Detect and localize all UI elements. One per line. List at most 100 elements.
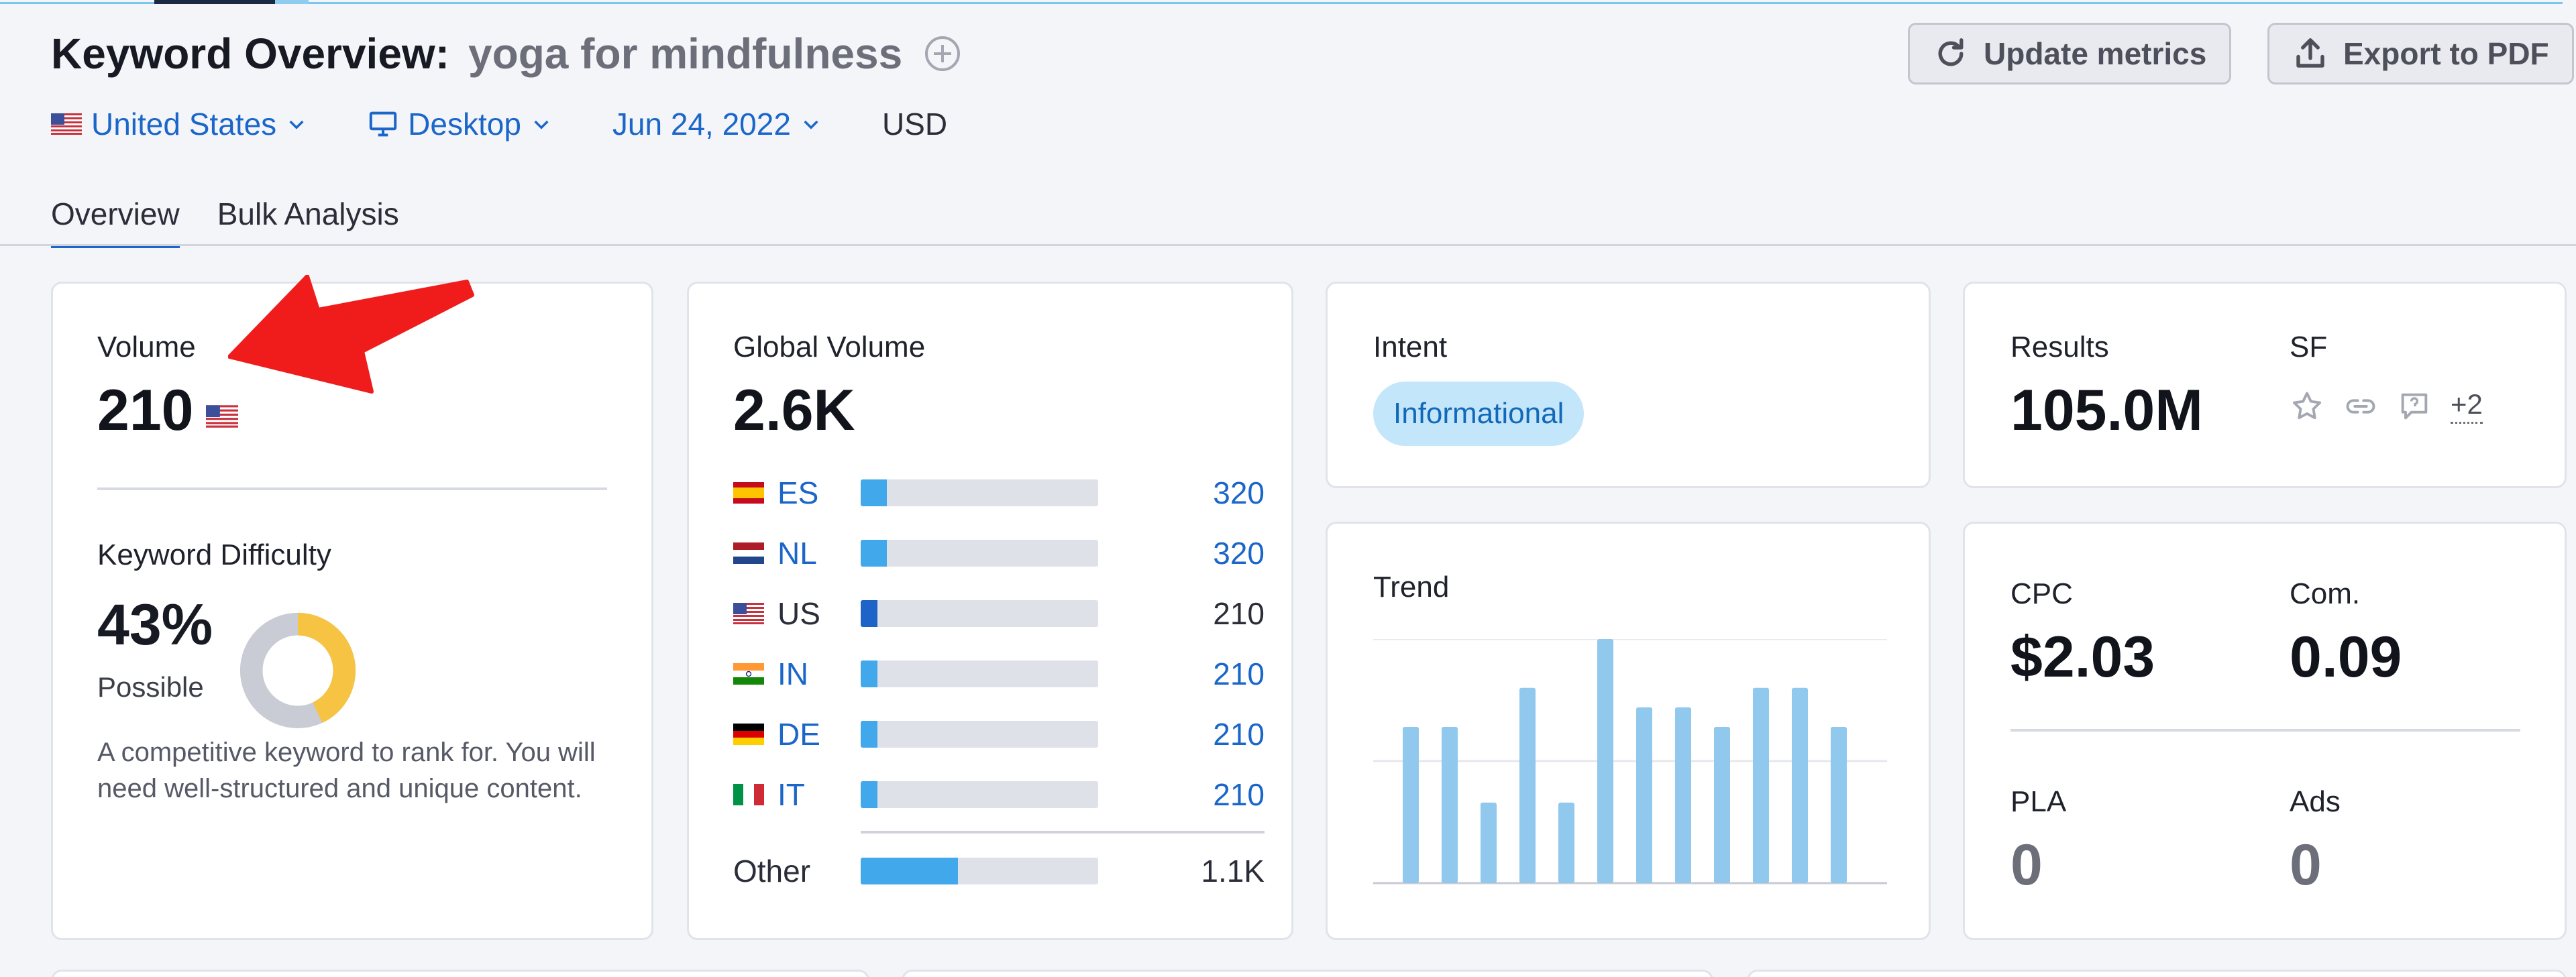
refresh-icon: [1938, 38, 1964, 66]
star-icon[interactable]: [2290, 389, 2324, 424]
card-divider: [97, 487, 607, 490]
cpc-label: CPC: [2010, 577, 2073, 610]
kd-description: A competitive keyword to rank for. You w…: [97, 738, 596, 803]
country-volume: 210: [1213, 596, 1265, 631]
country-code[interactable]: ES: [777, 475, 819, 510]
country-bar-fill: [861, 540, 887, 567]
device-label: Desktop: [408, 107, 521, 141]
country-row-de[interactable]: DE 210: [733, 714, 1265, 754]
in-flag-icon: [733, 663, 764, 685]
add-to-list-icon[interactable]: [925, 36, 961, 71]
country-bar: [861, 479, 1098, 506]
other-label: Other: [733, 854, 811, 888]
country-code: US: [777, 596, 820, 631]
trend-bar[interactable]: [1597, 639, 1613, 883]
country-row-in[interactable]: IN 210: [733, 654, 1265, 694]
currency-label: USD: [882, 106, 947, 142]
trend-card: Trend: [1326, 522, 1931, 940]
country-bar-fill: [861, 781, 877, 808]
cpc-value: $2.03: [2010, 625, 2155, 689]
trend-chart: [1373, 639, 1887, 884]
us-flag-icon: [205, 404, 238, 428]
intent-badge: Informational: [1373, 382, 1585, 446]
global-volume-card: Global Volume 2.6K ES 320 NL 320 US 210 …: [687, 282, 1293, 940]
country-volume[interactable]: 210: [1213, 777, 1265, 812]
cpc-card: CPC $2.03 Com. 0.09 PLA 0 Ads 0: [1963, 522, 2567, 940]
it-flag-icon: [733, 784, 764, 805]
upload-icon: [2296, 38, 2324, 68]
serp-features-more[interactable]: +2: [2451, 388, 2483, 424]
country-code[interactable]: IN: [777, 656, 808, 691]
trend-bar[interactable]: [1519, 687, 1536, 883]
tab-overview[interactable]: Overview: [51, 188, 180, 248]
trend-bar[interactable]: [1558, 802, 1574, 883]
ads-value: 0: [2290, 833, 2322, 897]
export-pdf-button[interactable]: Export to PDF: [2267, 23, 2574, 84]
pla-value: 0: [2010, 833, 2043, 897]
country-bar-fill: [861, 721, 877, 748]
trend-bar[interactable]: [1753, 687, 1769, 883]
trend-bar[interactable]: [1636, 707, 1652, 883]
serp-features: +2: [2290, 388, 2483, 424]
currency-text: USD: [881, 107, 948, 141]
export-pdf-label: Export to PDF: [2343, 36, 2549, 71]
keyword-text: yoga for mindfulness: [468, 30, 903, 78]
tabs-divider: [0, 244, 2576, 246]
global-volume-value: 2.6K: [733, 378, 855, 443]
country-label: United States: [91, 107, 277, 141]
trend-bar[interactable]: [1403, 727, 1419, 883]
page-title: Keyword Overview: yoga for mindfulness: [51, 27, 961, 80]
country-bar-fill: [861, 660, 877, 687]
top-frame: [0, 0, 2576, 5]
card-divider: [2010, 729, 2520, 732]
volume-value-row: 210: [97, 378, 238, 444]
other-volume: 1.1K: [1201, 854, 1265, 888]
trend-bar[interactable]: [1481, 802, 1497, 883]
country-volume[interactable]: 320: [1213, 536, 1265, 571]
bottom-card: [902, 970, 1713, 977]
es-flag-icon: [733, 482, 764, 504]
kd-donut-arc: [239, 612, 356, 729]
country-bar-fill: [861, 600, 877, 627]
chevron-down-icon: [804, 120, 818, 129]
date-selector[interactable]: Jun 24, 2022: [612, 106, 822, 142]
serp-features-label: SF: [2290, 331, 2328, 363]
country-bar: [861, 781, 1098, 808]
country-row-us: US 210: [733, 593, 1265, 634]
trend-label: Trend: [1373, 571, 1450, 604]
us-flag-icon: [51, 113, 82, 135]
intent-label: Intent: [1373, 331, 1448, 363]
kd-label: Keyword Difficulty: [97, 538, 331, 571]
volume-card: Volume 210 Keyword Difficulty 43% Possib…: [51, 282, 653, 940]
de-flag-icon: [733, 724, 764, 745]
trend-bar[interactable]: [1792, 687, 1808, 883]
device-selector[interactable]: Desktop: [368, 106, 552, 142]
country-selector[interactable]: United States: [51, 106, 307, 142]
results-label: Results: [2010, 331, 2109, 363]
update-metrics-button[interactable]: Update metrics: [1908, 23, 2232, 84]
country-code[interactable]: IT: [777, 777, 805, 812]
country-code[interactable]: NL: [777, 536, 817, 571]
link-icon[interactable]: [2343, 389, 2378, 424]
pla-label: PLA: [2010, 785, 2067, 818]
country-row-it[interactable]: IT 210: [733, 774, 1265, 815]
country-code[interactable]: DE: [777, 717, 820, 752]
trend-bar[interactable]: [1714, 727, 1730, 883]
global-volume-divider: [861, 831, 1265, 834]
trend-bar[interactable]: [1831, 727, 1847, 883]
kd-value: 43%: [97, 593, 213, 657]
country-volume[interactable]: 320: [1213, 475, 1265, 510]
tab-bulk-analysis[interactable]: Bulk Analysis: [217, 196, 399, 231]
intent-card: Intent Informational: [1326, 282, 1931, 488]
trend-bar[interactable]: [1442, 727, 1458, 883]
country-bar: [861, 858, 1098, 884]
us-flag-icon: [733, 603, 764, 624]
country-row-es[interactable]: ES 320: [733, 473, 1265, 513]
review-icon[interactable]: [2397, 389, 2432, 424]
country-volume[interactable]: 210: [1213, 656, 1265, 691]
country-row-other: Other 1.1K: [733, 851, 1265, 891]
trend-bar[interactable]: [1675, 707, 1691, 883]
volume-value: 210: [97, 378, 194, 443]
country-row-nl[interactable]: NL 320: [733, 533, 1265, 573]
country-volume[interactable]: 210: [1213, 717, 1265, 752]
